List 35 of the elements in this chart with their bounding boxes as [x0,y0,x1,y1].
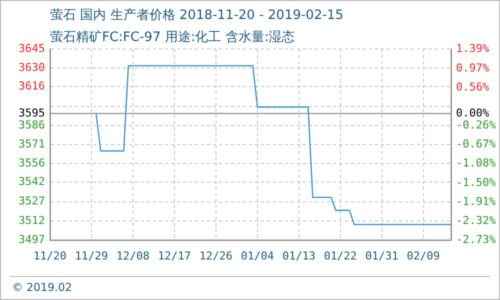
x-tick-label: 12/17 [158,249,192,262]
y2-tick-label: -2.32% [456,214,496,227]
chart-subtitle: 萤石精矿FC:FC-97 用途:化工 含水量:湿态 [50,29,295,46]
x-tick-label: 12/08 [116,249,150,262]
x-tick-label: 12/26 [199,249,232,262]
y-tick-label: 3616 [18,79,45,92]
y-tick-label: 3595 [18,106,45,120]
chart-title: 萤石 国内 生产者价格 2018-11-20 - 2019-02-15 [50,7,344,24]
x-tick-label: 01/13 [282,249,316,262]
y-tick-label: 3542 [18,174,45,188]
y-tick-label: 3586 [18,118,45,132]
x-tick-label: 11/20 [33,249,67,262]
y2-tick-label: -1.91% [456,194,496,208]
y2-tick-label: -1.50% [456,176,496,189]
y-tick-label: 3556 [18,156,45,170]
y2-tick-label: 0.56% [456,80,490,94]
y2-tick-label: 1.39% [456,42,490,55]
y-tick-label: 3497 [18,232,45,246]
y2-tick-label: -1.08% [456,156,496,170]
y-tick-label: 3512 [18,214,45,227]
y2-tick-label: -0.67% [456,137,496,150]
text: © 2019.02 [12,281,72,294]
y2-tick-label: 0.97% [456,61,490,74]
y-tick-label: 3645 [18,42,45,55]
y-tick-label: 3630 [18,60,45,74]
y2-tick-label: -2.73% [456,232,496,246]
x-tick-label: 01/31 [365,249,398,262]
x-tick-label: 01/22 [324,249,357,262]
x-tick-label: 11/29 [74,249,108,262]
y2-tick-label: -0.26% [456,118,496,132]
x-tick-label: 01/04 [240,249,274,262]
x-tick-label: 02/09 [406,249,440,262]
y-tick-label: 3571 [18,137,45,150]
y2-tick-label: 0.00% [456,106,490,120]
y-tick-label: 3527 [18,194,45,208]
